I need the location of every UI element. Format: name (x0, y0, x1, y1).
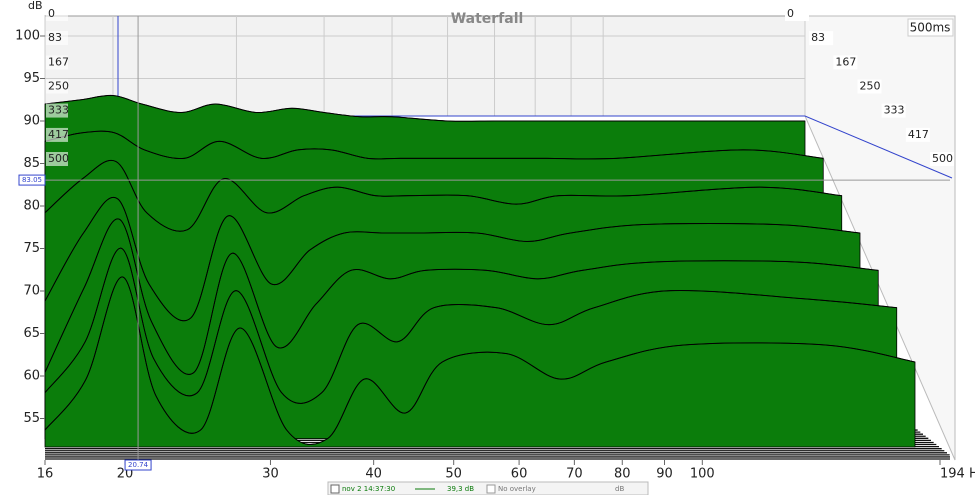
time-label: 500 (48, 152, 69, 165)
x-tick-label: 50 (445, 467, 462, 482)
time-label: 250 (48, 80, 69, 93)
slice-curve (44, 218, 879, 375)
checkbox[interactable] (486, 484, 496, 494)
cursor-readout-box (18, 174, 46, 186)
y-tick-label: 90 (23, 114, 40, 129)
slice-curve (44, 247, 897, 404)
x-tick-label: 194 Hz (940, 467, 975, 482)
time-label-box (857, 79, 882, 94)
wall-line (117, 16, 953, 179)
time-label: 167 (48, 55, 69, 68)
checkbox[interactable] (330, 484, 340, 494)
x-tick-label: 40 (365, 467, 382, 482)
time-label-box (46, 103, 68, 118)
y-tick-label: 100 (15, 29, 40, 44)
time-label-box (46, 31, 68, 46)
y-tick-label: 75 (23, 241, 40, 256)
plot (44, 16, 953, 460)
time-label: 333 (884, 104, 905, 117)
cursor-readout: 20.74 (128, 461, 149, 469)
time-label: 167 (835, 55, 856, 68)
back-wall (44, 15, 806, 117)
slice-curve (44, 130, 824, 160)
time-label-box (930, 152, 954, 166)
slice-curve (44, 94, 805, 122)
time-box-label: 500ms (910, 21, 951, 35)
time-label: 417 (48, 128, 69, 141)
time-label: 500 (932, 152, 953, 165)
y-axis-label: dB (28, 0, 43, 12)
cursor-readout-box (124, 459, 152, 471)
y-tick-label: 85 (23, 156, 40, 171)
x-tick-label: 30 (262, 467, 279, 482)
time-label: 250 (860, 80, 881, 93)
y-tick-label: 70 (23, 284, 40, 299)
x-tick-label: 70 (566, 467, 583, 482)
time-label-box (809, 31, 834, 46)
time-label: 0 (48, 7, 55, 20)
time-label-box (881, 103, 906, 118)
y-tick-label: 60 (23, 369, 40, 384)
slice-curve (44, 276, 916, 445)
time-label-box (46, 7, 68, 21)
chart-title: Waterfall (451, 11, 524, 27)
legend-item: nov 2 14:37:30 (342, 485, 395, 493)
time-box (907, 18, 954, 37)
time-label-box (833, 55, 858, 70)
y-tick-label: 65 (23, 326, 40, 341)
legend-item: 39,3 dB (447, 485, 474, 493)
time-label-box (46, 79, 68, 94)
slice-curve (44, 196, 861, 322)
time-label: 333 (48, 104, 69, 117)
x-tick-label: 60 (511, 467, 528, 482)
slice-curve (44, 159, 842, 232)
time-label-box (905, 127, 930, 142)
time-label-box (46, 55, 68, 70)
time-label: 83 (811, 31, 825, 44)
legend-item: No overlay (498, 485, 536, 493)
time-label: 0 (787, 7, 794, 20)
y-tick-label: 55 (23, 411, 40, 426)
legend-item: dB (615, 485, 624, 493)
x-tick-label: 90 (656, 467, 673, 482)
time-label: 417 (908, 128, 929, 141)
time-label-box (46, 152, 68, 166)
x-tick-label: 80 (614, 467, 631, 482)
x-tick-label: 100 (690, 467, 715, 482)
y-tick-label: 80 (23, 199, 40, 214)
y-tick-label: 95 (23, 71, 40, 86)
x-tick-label: 16 (37, 467, 54, 482)
time-label: 83 (48, 31, 62, 44)
time-label-box (785, 7, 809, 21)
cursor-readout: 83.05 (22, 176, 42, 184)
time-label-box (46, 127, 68, 142)
